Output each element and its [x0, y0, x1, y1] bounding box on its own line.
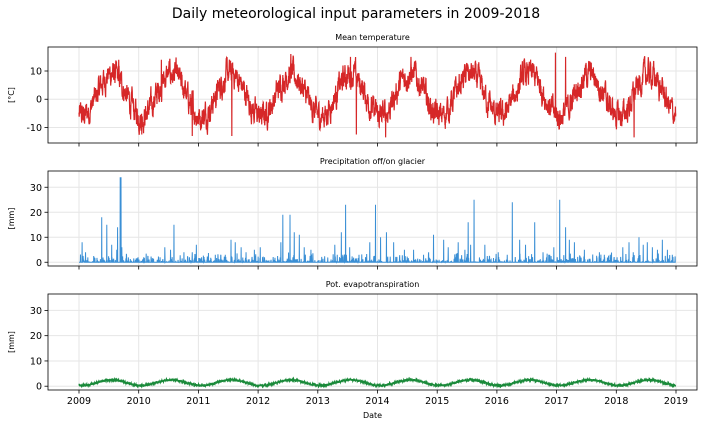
y-tick-label: 30 — [30, 306, 42, 317]
x-tick-label: 2010 — [127, 396, 151, 407]
plot-frame — [47, 170, 698, 267]
y-tick-label: 20 — [30, 208, 42, 219]
y-tick-label: 0 — [36, 95, 42, 106]
y-tick-label: 30 — [30, 183, 42, 194]
y-tick-label: 10 — [30, 67, 42, 78]
subplot-temperature: -10 0 10 Mean temperature [°C] — [7, 33, 698, 147]
precipitation-series-line — [79, 177, 676, 265]
subplot-title: Precipitation off/on glacier — [320, 157, 426, 166]
y-tick-label: 0 — [36, 258, 42, 269]
x-tick-label: 2018 — [604, 396, 628, 407]
subplot-precipitation: 0 10 20 30 Precipitation off/on glacier [mm] — [7, 157, 698, 270]
figure-title: Daily meteorological input parameters in… — [172, 6, 540, 22]
x-tick-label: 2012 — [246, 396, 270, 407]
x-axis-label: Date — [363, 411, 382, 420]
subplot-title: Mean temperature — [335, 33, 410, 42]
y-tick-label: 10 — [30, 233, 42, 244]
x-tick-label: 2019 — [664, 396, 688, 407]
x-tick-label: 2013 — [306, 396, 330, 407]
x-tick-label: 2009 — [67, 396, 91, 407]
y-axis-label: [°C] — [7, 87, 16, 103]
x-tick-label: 2011 — [186, 396, 210, 407]
plot-frame — [47, 293, 698, 391]
x-tick-label: 2016 — [485, 396, 509, 407]
y-axis-label: [mm] — [7, 208, 16, 230]
subplot-evapotranspiration: 0 10 20 30 2009 2010 2011 2012 2013 2014 2015 2016 2… — [7, 280, 698, 407]
plot-frame — [47, 46, 698, 144]
y-tick-label: -10 — [26, 123, 42, 134]
subplot-title: Pot. evapotranspiration — [326, 280, 420, 289]
y-tick-label: 0 — [36, 382, 42, 393]
y-tick-label: 10 — [30, 356, 42, 367]
evapotranspiration-series-line — [78, 376, 677, 389]
x-tick-label: 2015 — [425, 396, 449, 407]
y-tick-label: 20 — [30, 331, 42, 342]
y-axis-label: [mm] — [7, 331, 16, 353]
x-tick-label: 2014 — [365, 396, 389, 407]
x-tick-label: 2017 — [545, 396, 569, 407]
temperature-series-line — [78, 52, 677, 138]
